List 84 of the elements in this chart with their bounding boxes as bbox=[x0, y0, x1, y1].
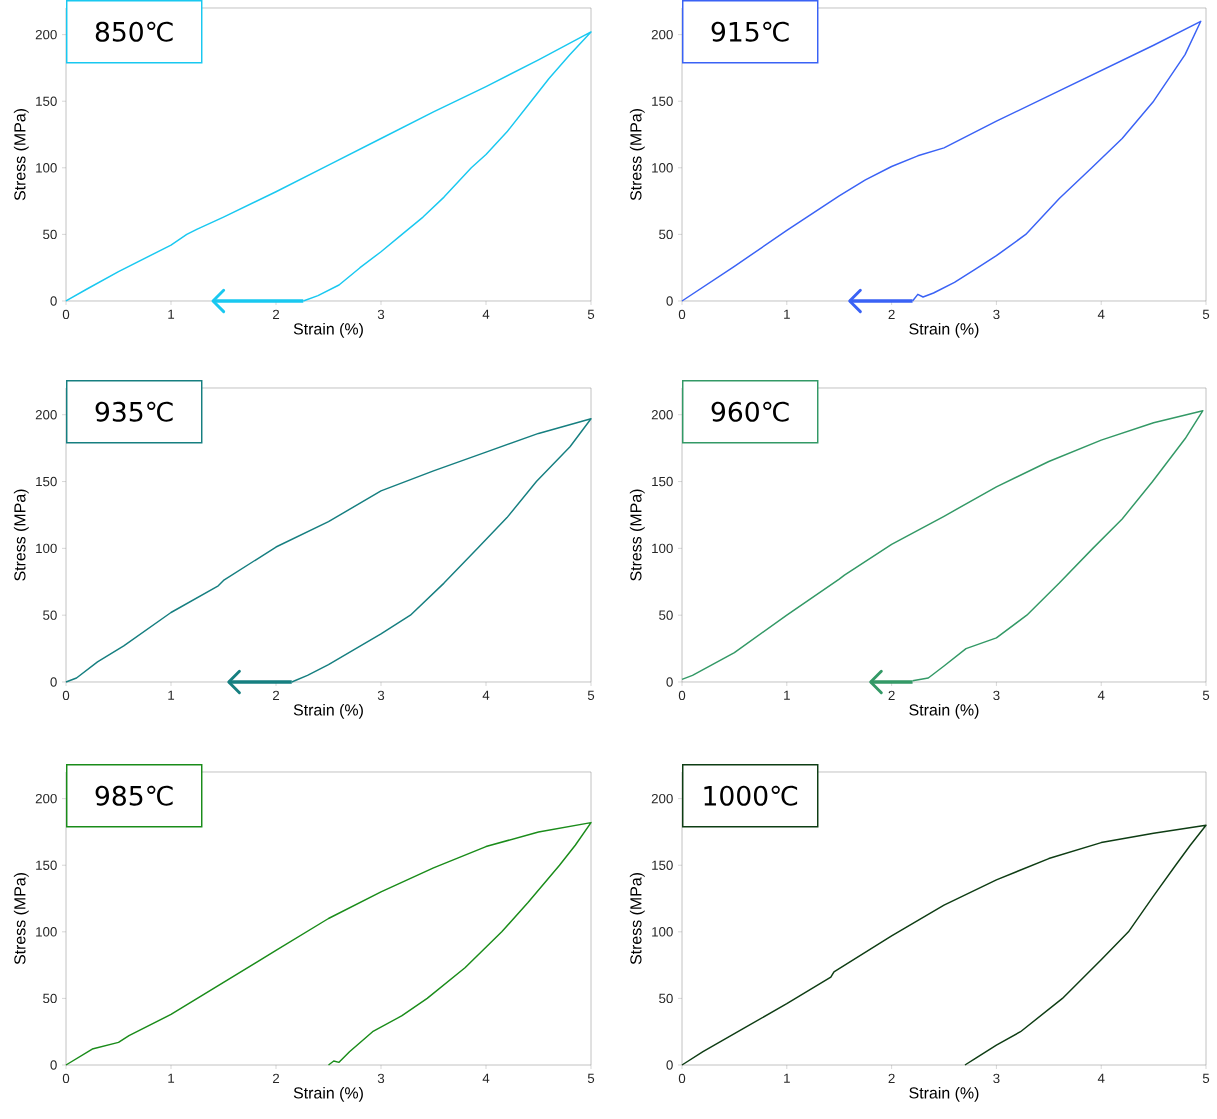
y-axis-title: Stress (MPa) bbox=[13, 109, 29, 201]
y-axis-title: Stress (MPa) bbox=[629, 109, 645, 201]
x-tick-label: 3 bbox=[993, 1073, 1000, 1084]
y-tick-label: 0 bbox=[50, 677, 57, 687]
y-tick-label: 0 bbox=[50, 1060, 57, 1070]
x-tick-label: 0 bbox=[678, 309, 686, 320]
x-tick-label: 4 bbox=[1097, 309, 1105, 319]
x-tick-label: 5 bbox=[587, 309, 595, 319]
x-tick-label: 0 bbox=[678, 1073, 686, 1084]
y-tick-label: 150 bbox=[652, 96, 673, 106]
y-tick-label: 50 bbox=[659, 229, 673, 240]
y-tick-label: 50 bbox=[43, 993, 57, 1004]
y-tick-label: 50 bbox=[43, 229, 57, 240]
x-tick-label: 0 bbox=[62, 690, 70, 701]
y-tick-label: 100 bbox=[652, 163, 673, 173]
x-tick-label: 5 bbox=[587, 690, 595, 700]
x-tick-label: 0 bbox=[678, 690, 686, 701]
x-tick-label: 5 bbox=[1202, 1073, 1210, 1083]
y-tick-label: 150 bbox=[36, 476, 57, 487]
x-tick-label: 3 bbox=[377, 309, 385, 320]
x-tick-label: 1 bbox=[784, 690, 790, 700]
x-tick-label: 2 bbox=[272, 1073, 280, 1083]
x-axis-title: Strain (%) bbox=[293, 322, 363, 338]
chart-title: 1000℃ bbox=[704, 785, 798, 806]
y-tick-label: 150 bbox=[36, 860, 57, 870]
x-axis-title: Strain (%) bbox=[909, 703, 979, 719]
x-tick-label: 0 bbox=[62, 1073, 70, 1084]
y-tick-label: 0 bbox=[50, 296, 57, 306]
y-tick-label: 100 bbox=[652, 543, 673, 554]
y-tick-label: 0 bbox=[666, 296, 673, 306]
x-axis-title: Strain (%) bbox=[293, 1086, 363, 1102]
y-axis-title: Stress (MPa) bbox=[13, 873, 29, 965]
x-tick-label: 2 bbox=[272, 309, 280, 319]
y-tick-label: 100 bbox=[652, 927, 673, 937]
y-tick-label: 200 bbox=[651, 410, 673, 420]
y-tick-label: 0 bbox=[666, 677, 673, 687]
y-axis-title: Stress (MPa) bbox=[13, 489, 29, 581]
y-tick-label: 100 bbox=[36, 927, 57, 937]
y-tick-label: 50 bbox=[43, 610, 57, 620]
x-axis-title: Strain (%) bbox=[909, 322, 979, 338]
x-tick-label: 4 bbox=[482, 309, 490, 319]
y-axis-title: Stress (MPa) bbox=[629, 873, 645, 965]
x-axis-title: Strain (%) bbox=[909, 1086, 979, 1102]
x-tick-label: 1 bbox=[784, 309, 790, 319]
x-tick-label: 4 bbox=[1097, 690, 1105, 700]
chart-title: 935℃ bbox=[95, 401, 173, 422]
x-tick-label: 5 bbox=[1202, 309, 1210, 319]
y-tick-label: 200 bbox=[35, 29, 57, 40]
x-tick-label: 1 bbox=[168, 1073, 175, 1083]
y-tick-label: 150 bbox=[36, 96, 57, 106]
y-tick-label: 0 bbox=[666, 1060, 673, 1070]
y-tick-label: 150 bbox=[652, 476, 673, 487]
chart-title: 985℃ bbox=[95, 785, 173, 806]
x-tick-label: 0 bbox=[62, 309, 70, 320]
x-tick-label: 1 bbox=[168, 690, 175, 700]
y-tick-label: 100 bbox=[36, 543, 57, 554]
x-tick-label: 3 bbox=[993, 690, 1000, 701]
x-tick-label: 2 bbox=[272, 690, 280, 700]
x-tick-label: 3 bbox=[377, 690, 385, 701]
x-tick-label: 2 bbox=[888, 309, 895, 319]
x-tick-label: 2 bbox=[888, 690, 895, 700]
x-axis-title: Strain (%) bbox=[293, 703, 363, 719]
x-tick-label: 3 bbox=[377, 1073, 385, 1084]
chart-title: 960℃ bbox=[711, 401, 789, 422]
x-tick-label: 5 bbox=[1202, 690, 1210, 700]
x-tick-label: 4 bbox=[482, 690, 490, 700]
y-tick-label: 200 bbox=[35, 793, 57, 804]
y-tick-label: 200 bbox=[651, 793, 673, 804]
x-tick-label: 5 bbox=[587, 1073, 595, 1083]
x-tick-label: 2 bbox=[888, 1073, 895, 1083]
chart-title: 915℃ bbox=[711, 21, 789, 42]
y-tick-label: 50 bbox=[659, 610, 673, 620]
y-tick-label: 150 bbox=[652, 860, 673, 870]
chart-title: 850℃ bbox=[95, 21, 173, 42]
x-tick-label: 1 bbox=[168, 309, 175, 319]
x-tick-label: 1 bbox=[784, 1073, 790, 1083]
y-tick-label: 200 bbox=[35, 410, 57, 420]
x-tick-label: 3 bbox=[993, 309, 1000, 320]
y-axis-title: Stress (MPa) bbox=[629, 489, 645, 581]
y-tick-label: 200 bbox=[651, 29, 673, 40]
y-tick-label: 100 bbox=[36, 163, 57, 173]
x-tick-label: 4 bbox=[482, 1073, 490, 1083]
x-tick-label: 4 bbox=[1097, 1073, 1105, 1083]
y-tick-label: 50 bbox=[659, 993, 673, 1004]
